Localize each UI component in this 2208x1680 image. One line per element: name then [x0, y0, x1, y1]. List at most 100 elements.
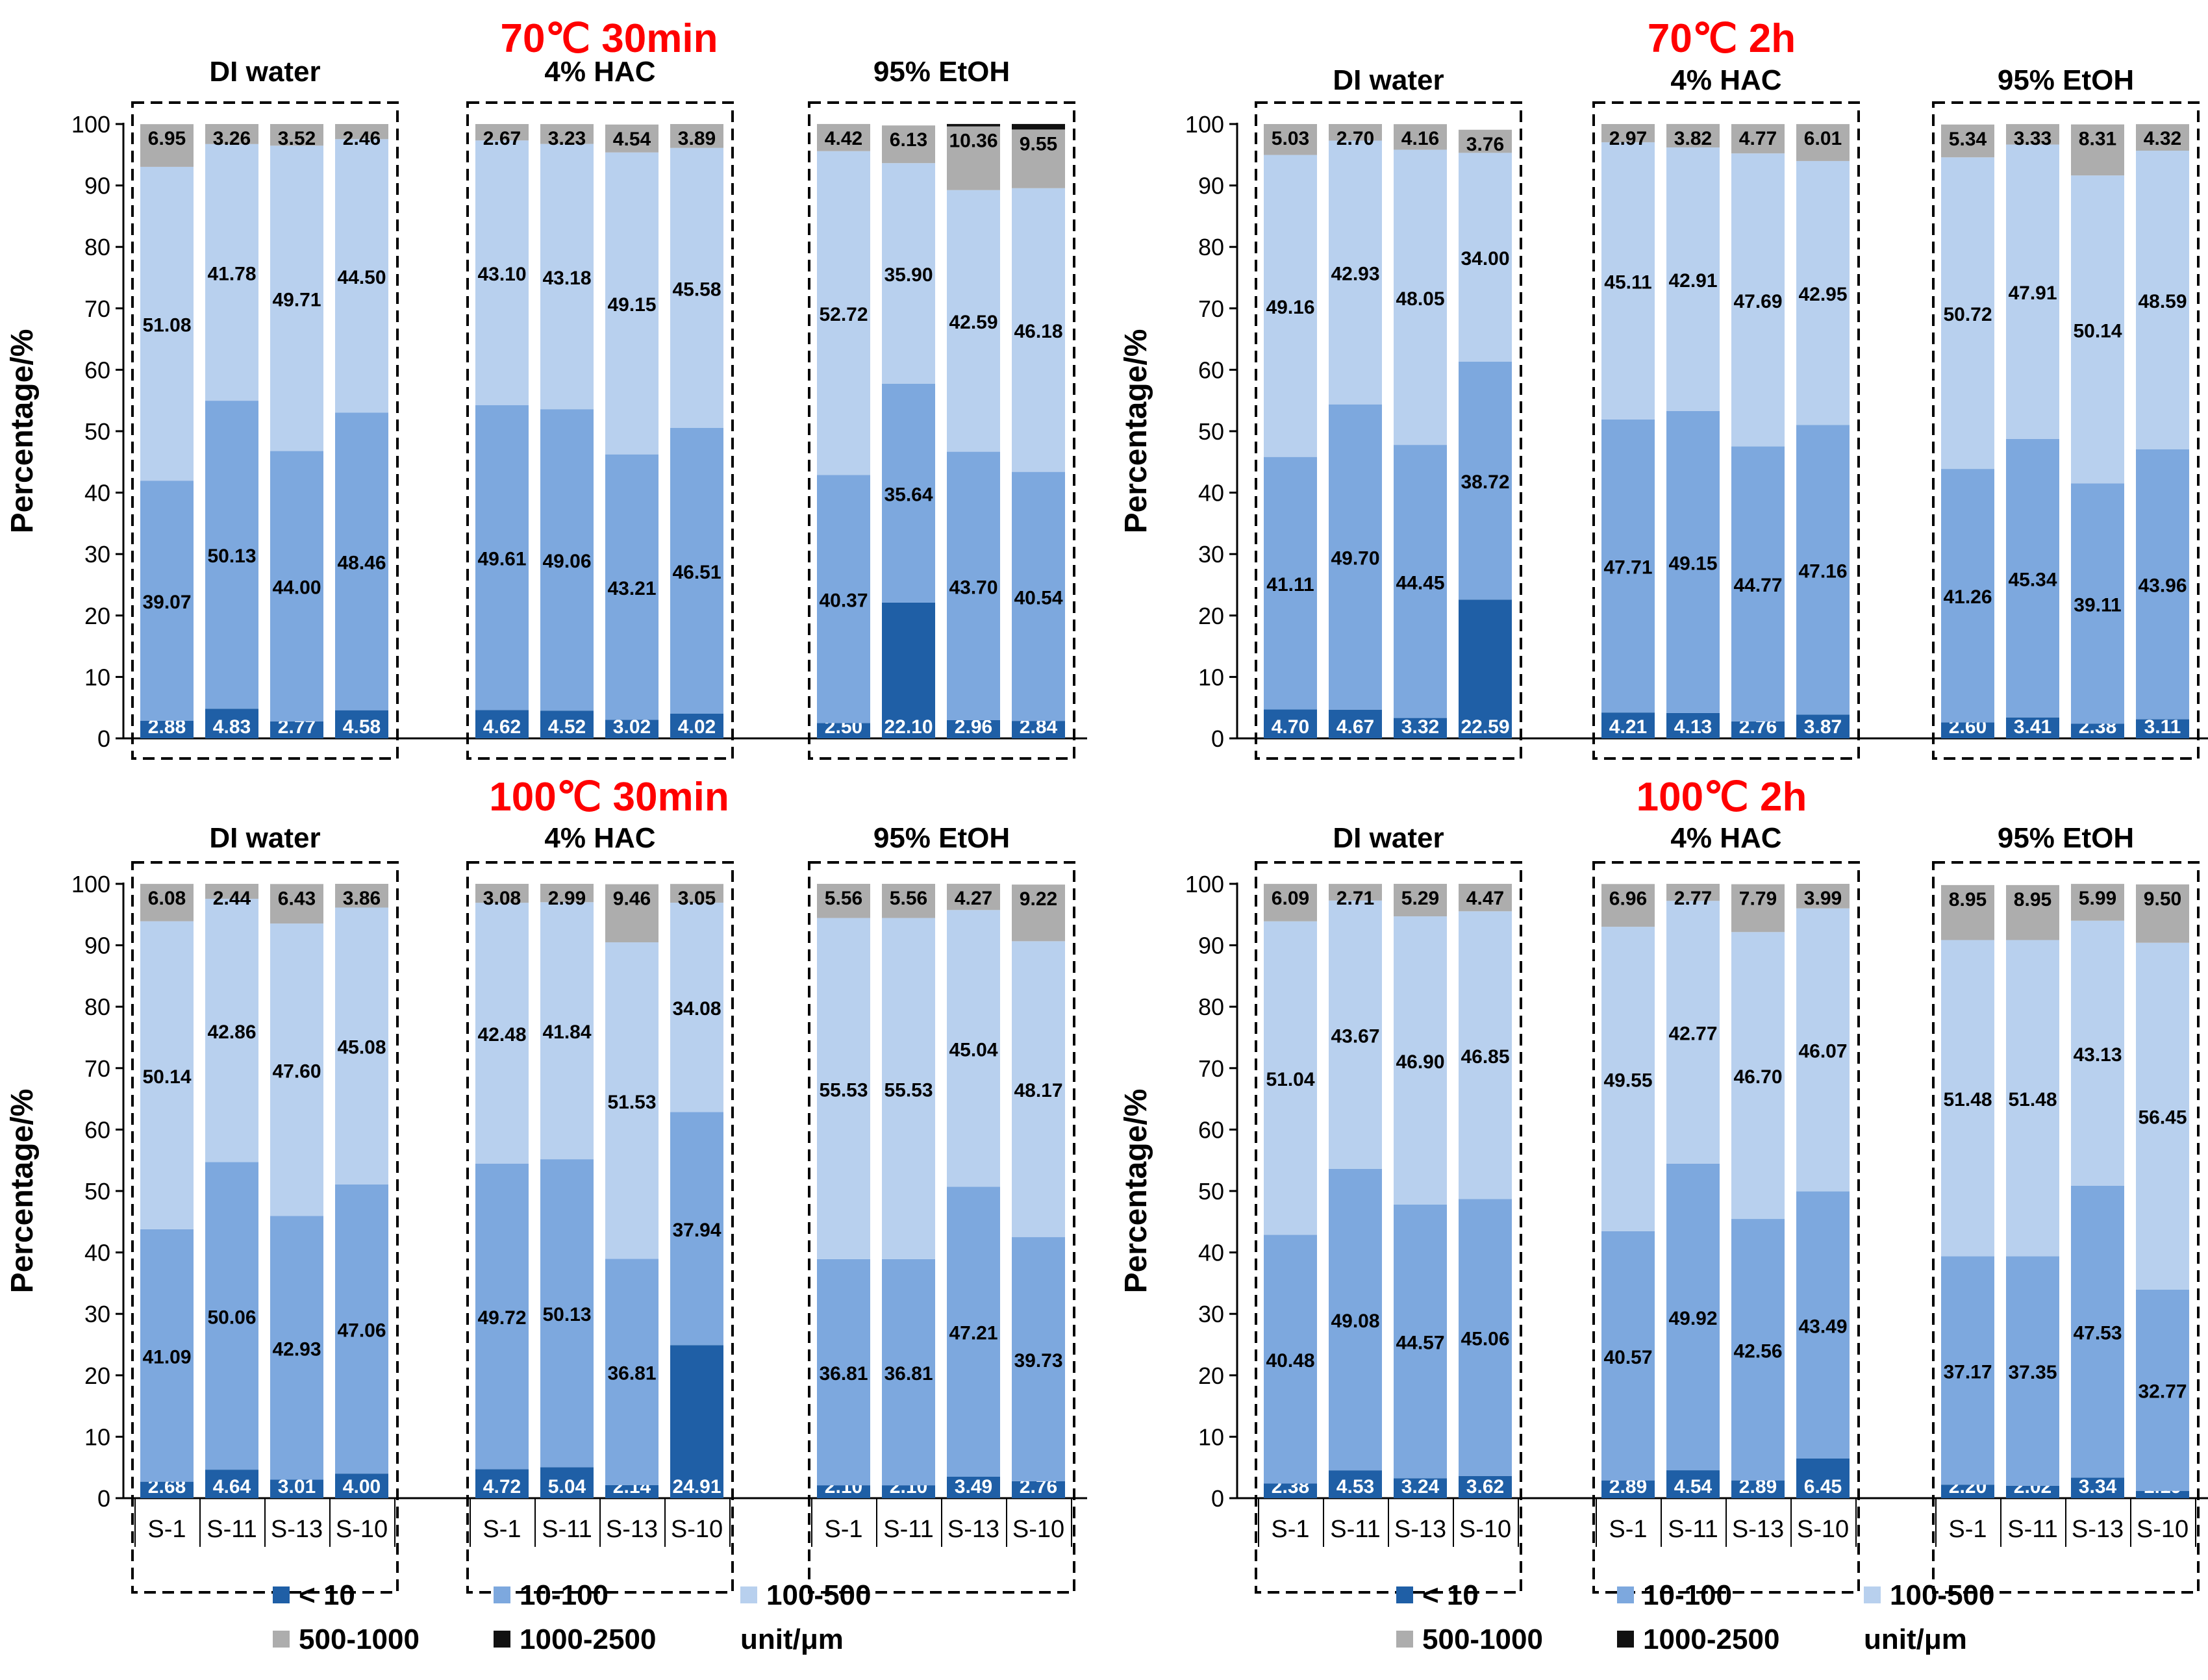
bar-segment [1329, 140, 1382, 405]
bar-segment [605, 884, 659, 943]
data-label: 5.56 [825, 888, 862, 909]
data-label: 42.59 [949, 312, 997, 333]
data-label: 51.48 [2008, 1089, 2057, 1110]
bar-segment [1796, 160, 1850, 425]
bar-segment [2071, 1185, 2124, 1478]
data-label: 45.06 [1461, 1329, 1509, 1350]
data-label: 6.45 [1804, 1476, 1842, 1498]
data-label: 41.09 [142, 1346, 191, 1368]
bar-segment [1459, 153, 1512, 362]
data-label: 48.17 [1014, 1080, 1062, 1101]
panel-title: 70℃ 2h [1648, 16, 1796, 61]
bar-segment [2136, 719, 2189, 738]
y-tick-label: 90 [1198, 173, 1224, 199]
bar-segment [140, 166, 194, 481]
data-label: 47.06 [337, 1320, 386, 1342]
bar-segment [882, 1259, 935, 1486]
bar-segment [670, 147, 723, 428]
group-dashed-box [466, 861, 734, 1594]
bar-segment [1796, 884, 1850, 909]
legend-label: < 10 [1422, 1579, 1479, 1611]
bar-segment [817, 123, 870, 151]
data-label: 40.57 [1603, 1347, 1652, 1368]
bar-segment [475, 405, 529, 710]
bar-segment [670, 124, 723, 148]
bar-segment [1459, 884, 1512, 912]
data-label: 3.23 [548, 128, 586, 149]
bar-segment [1601, 124, 1655, 143]
legend-label: 500-1000 [1422, 1624, 1543, 1655]
data-label: 2.99 [548, 888, 586, 909]
data-label: 41.26 [1943, 586, 1992, 608]
bar-segment [1731, 124, 1785, 154]
data-label: 40.54 [1014, 587, 1062, 608]
bar-segment [1264, 457, 1317, 710]
bar-segment [2136, 1490, 2189, 1498]
bar-segment [1941, 722, 1994, 738]
data-label: 49.16 [1266, 297, 1314, 318]
data-label: 4.62 [483, 716, 521, 738]
bar-segment [1941, 884, 1994, 940]
bar-segment [1264, 884, 1317, 921]
bar-segment [670, 427, 723, 714]
bar-segment [475, 710, 529, 738]
bar-segment [540, 144, 594, 410]
bar-segment [882, 1485, 935, 1498]
data-label: 3.49 [955, 1476, 992, 1498]
y-tick-label: 20 [84, 1362, 110, 1389]
bar-segment [1601, 884, 1655, 927]
data-label: 4.47 [1466, 888, 1504, 909]
data-label: 4.13 [1674, 716, 1712, 738]
bar-segment [670, 1345, 723, 1498]
group-dashed-box [808, 861, 1075, 1594]
group-label: DI water [1333, 822, 1444, 854]
bar-segment [540, 1467, 594, 1498]
y-tick-label: 40 [84, 480, 110, 507]
bar-segment [335, 139, 388, 413]
group-dashed-box [1255, 861, 1522, 1594]
group-dashed-box [131, 861, 399, 1594]
bar-segment [1731, 153, 1785, 447]
bar-segment [1941, 1485, 1994, 1498]
bar-segment [1394, 149, 1447, 445]
data-label: 35.90 [884, 264, 933, 286]
data-label: 43.49 [1798, 1316, 1847, 1337]
data-label: 3.89 [678, 128, 716, 149]
bar-segment [882, 383, 935, 603]
bar-segment [1329, 124, 1382, 141]
bar-segment [1012, 884, 1065, 942]
y-tick-label: 50 [84, 418, 110, 445]
legend-label: 100-500 [1890, 1579, 1994, 1611]
data-label: 3.52 [278, 128, 316, 149]
bar-segment [1666, 147, 1720, 411]
data-label: 4.67 [1336, 716, 1374, 738]
bar-segment [1329, 900, 1382, 1169]
bar-segment [2006, 1485, 2059, 1498]
data-label: 3.41 [2014, 716, 2051, 738]
bar-segment [1731, 1480, 1785, 1498]
data-label: 47.53 [2073, 1323, 2122, 1344]
bar-segment [1012, 721, 1065, 738]
y-tick-label: 40 [84, 1240, 110, 1266]
bar-segment [140, 1229, 194, 1482]
bar-segment [140, 124, 194, 167]
x-tick-label: S-11 [542, 1516, 592, 1543]
chart-panel: 100℃ 30min Percentage/% 0 10 20 30 40 50 60 70 80 9… [5, 775, 1087, 1594]
bar-segment [1012, 188, 1065, 472]
bar-segment [270, 451, 323, 721]
panels: 70℃ 30min Percentage/% 0 10 20 30 40 50 60 70 80 90… [5, 16, 2208, 1594]
y-tick-label: 80 [84, 994, 110, 1020]
data-label: 38.72 [1461, 471, 1509, 493]
bar-segment [2136, 124, 2189, 151]
data-label: 50.72 [1943, 304, 1992, 325]
legend-label: 1000-2500 [1643, 1624, 1779, 1655]
bar-segment [270, 884, 323, 924]
data-label: 48.59 [2138, 291, 2187, 312]
bar-segment [2006, 144, 2059, 439]
legend-label: 1000-2500 [520, 1624, 656, 1655]
data-label: 4.83 [213, 716, 251, 738]
data-label: 4.54 [1674, 1476, 1712, 1498]
data-label: 6.96 [1609, 888, 1647, 909]
x-tick-label: S-10 [1797, 1516, 1849, 1543]
